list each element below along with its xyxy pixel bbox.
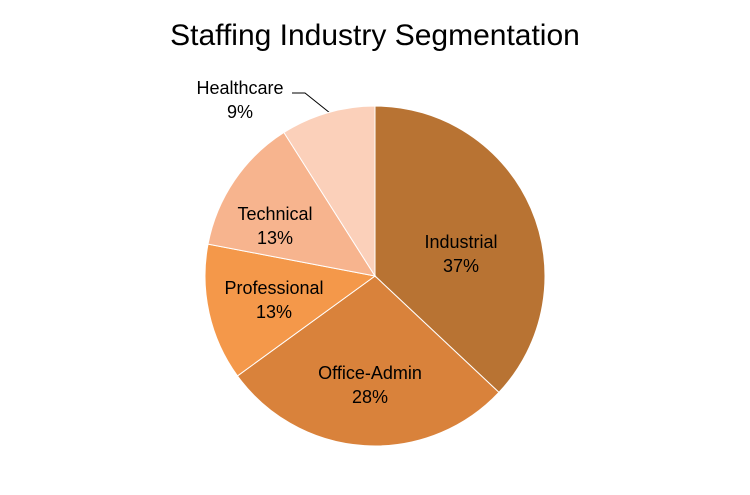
slice-value-label: 37% xyxy=(443,256,479,276)
chart-title: Staffing Industry Segmentation xyxy=(170,19,580,52)
pie-slice xyxy=(236,275,500,447)
slice-label: Healthcare xyxy=(196,78,283,98)
slice-label: Professional xyxy=(224,278,323,298)
slice-label: Office-Admin xyxy=(318,363,422,383)
pie-slice xyxy=(283,105,376,278)
slice-value-label: 13% xyxy=(256,302,292,322)
slice-label: Technical xyxy=(237,204,312,224)
slice-value-label: 13% xyxy=(257,228,293,248)
leader-line xyxy=(292,92,331,114)
pie-slice xyxy=(204,243,377,377)
slice-label: Industrial xyxy=(424,232,497,252)
slice-value-label: 9% xyxy=(227,102,253,122)
pie-slice xyxy=(207,131,377,277)
slice-value-label: 28% xyxy=(352,387,388,407)
pie-slice xyxy=(374,105,546,394)
